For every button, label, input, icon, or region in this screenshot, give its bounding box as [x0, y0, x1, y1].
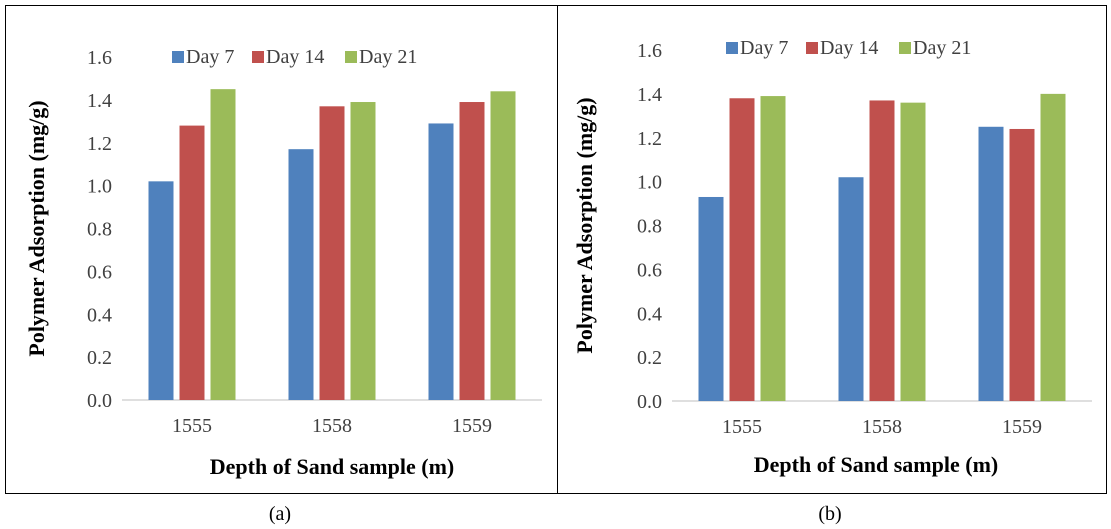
y-tick-label: 1.2: [637, 128, 662, 150]
legend-label-day7: Day 7: [740, 37, 788, 59]
x-tick-label: 1558: [862, 416, 902, 438]
x-axis-title: Depth of Sand sample (m): [210, 454, 454, 479]
legend-label-day14: Day 14: [820, 37, 878, 59]
legend-swatch-day7: [172, 51, 184, 63]
y-tick-label: 1.4: [637, 84, 662, 106]
legend-swatch-day21: [899, 42, 911, 54]
y-tick-label: 1.0: [87, 176, 112, 198]
y-tick-label: 0.0: [637, 391, 662, 413]
bar-day21-1555: [760, 96, 786, 401]
legend-label-day7: Day 7: [186, 46, 234, 68]
y-tick-label: 0.6: [637, 259, 662, 281]
y-tick-label: 0.4: [87, 304, 112, 326]
y-tick-label: 0.0: [87, 390, 112, 412]
bar-day14-1559: [1009, 128, 1035, 401]
bar-day21-1558: [900, 102, 926, 402]
legend-swatch-day14: [252, 51, 264, 63]
legend-swatch-day21: [345, 51, 357, 63]
bar-day7-1559: [978, 126, 1004, 401]
bar-day21-1555: [210, 89, 236, 400]
x-tick-label: 1555: [172, 415, 212, 437]
x-tick-label: 1555: [722, 416, 762, 438]
caption-a: (a): [269, 503, 291, 525]
y-tick-label: 1.0: [637, 172, 662, 194]
chart-panel-a: 0.0 0.2 0.4 0.6 0.8 1.0 1.2 1.4 1.6 1555 1558 1559 D…: [24, 46, 542, 479]
y-tick-label: 0.2: [87, 347, 112, 369]
y-tick-label: 1.2: [87, 133, 112, 155]
y-tick-label: 1.4: [87, 90, 112, 112]
bar-day14-1558: [869, 100, 895, 402]
legend-swatch-day14: [806, 42, 818, 54]
bar-day7-1558: [288, 149, 314, 400]
bar-day14-1558: [319, 106, 345, 401]
y-tick-label: 0.8: [637, 216, 662, 238]
bar-day21-1559: [1040, 93, 1066, 401]
y-axis-title: Polymer Adsorption (mg/g): [24, 100, 49, 356]
y-axis-title: Polymer Adsorption (mg/g): [572, 97, 597, 353]
bar-day7-1555: [148, 181, 174, 400]
y-tick-label: 0.8: [87, 219, 112, 241]
y-tick-label: 0.2: [637, 347, 662, 369]
y-tick-label: 0.6: [87, 261, 112, 283]
bar-day21-1559: [490, 91, 516, 401]
bar-day21-1558: [350, 102, 376, 401]
legend-label-day21: Day 21: [359, 46, 417, 68]
x-tick-label: 1559: [452, 415, 492, 437]
bar-day7-1555: [698, 196, 724, 401]
x-tick-label: 1559: [1002, 416, 1042, 438]
x-tick-label: 1558: [312, 415, 352, 437]
bar-day14-1555: [179, 125, 205, 400]
legend-swatch-day7: [726, 42, 738, 54]
legend-label-day14: Day 14: [266, 46, 324, 68]
bar-day14-1559: [459, 102, 485, 401]
y-tick-label: 1.6: [637, 40, 662, 62]
bar-day7-1558: [838, 177, 864, 401]
bar-day14-1555: [729, 98, 755, 401]
x-axis-title: Depth of Sand sample (m): [754, 452, 998, 477]
y-tick-label: 0.4: [637, 303, 662, 325]
y-tick-label: 1.6: [87, 47, 112, 69]
bar-day7-1559: [428, 123, 454, 401]
figure-frame: [5, 5, 1107, 494]
legend-label-day21: Day 21: [913, 37, 971, 59]
caption-b: (b): [818, 503, 841, 525]
